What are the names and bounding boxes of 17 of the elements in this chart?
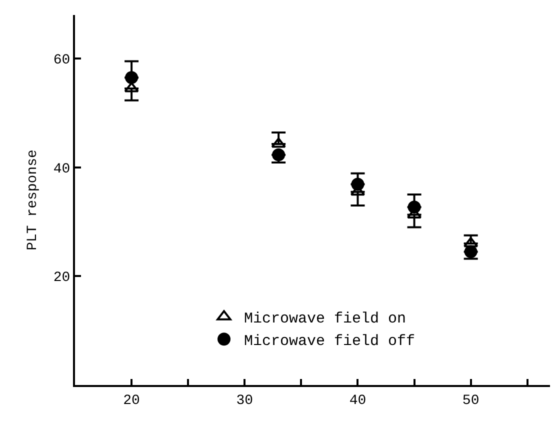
- legend-label: Microwave field on: [244, 310, 406, 328]
- point: [124, 82, 139, 92]
- y-tick-label: 40: [53, 161, 70, 178]
- point: [464, 245, 478, 258]
- point: [271, 137, 286, 148]
- y-tick-label: 60: [53, 52, 70, 68]
- legend-label: Microwave field off: [244, 333, 416, 350]
- point: [125, 71, 138, 84]
- point: [351, 178, 364, 191]
- point: [408, 200, 421, 214]
- x-tick-label: 40: [349, 392, 366, 409]
- x-tick-label: 20: [123, 392, 140, 409]
- x-tick-label: 30: [236, 392, 254, 409]
- y-axis-title: PLT response: [25, 150, 41, 250]
- y-tick-label: 20: [53, 270, 70, 286]
- point: [272, 148, 286, 162]
- x-tick-label: 50: [462, 392, 480, 409]
